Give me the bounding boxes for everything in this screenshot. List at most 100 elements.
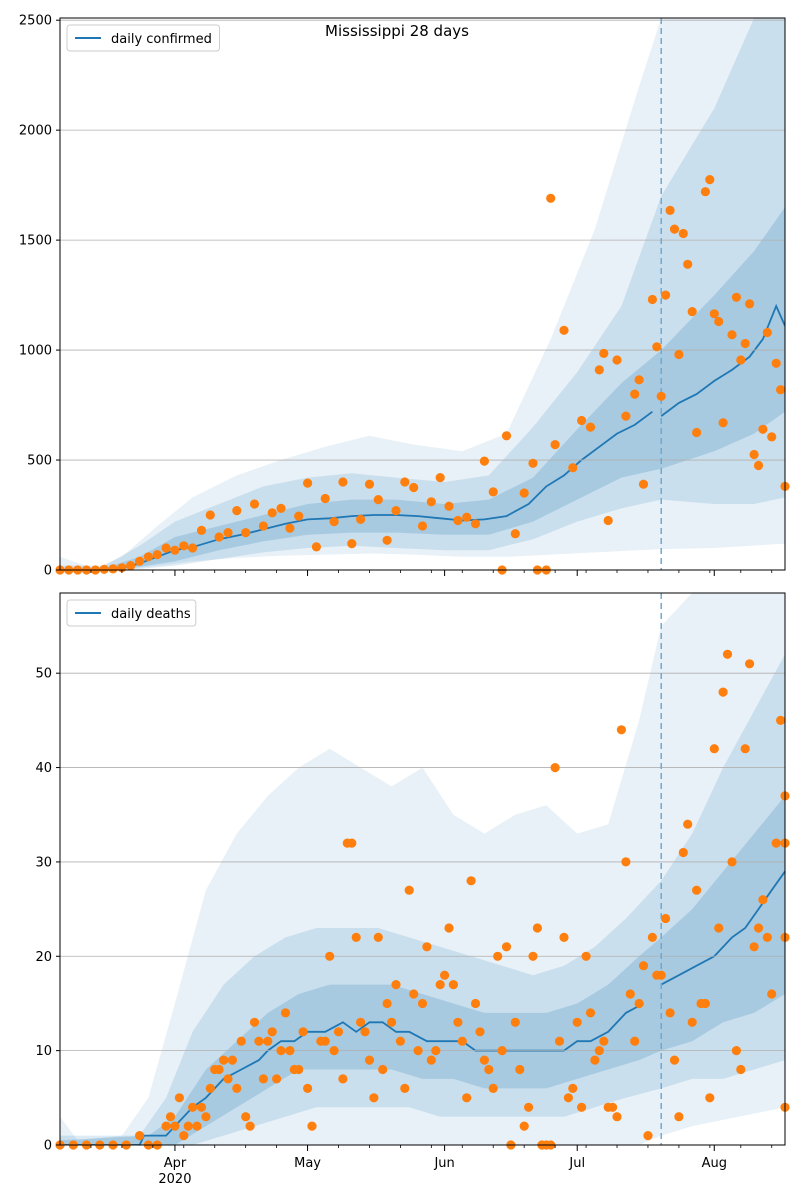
observed-confirmed-point <box>546 193 556 203</box>
observed-deaths-point <box>422 942 432 952</box>
observed-deaths-point <box>188 1102 198 1112</box>
observed-confirmed-point <box>603 515 613 526</box>
observed-deaths-point <box>409 989 419 999</box>
outer-band-deaths <box>60 593 785 1145</box>
observed-deaths-point <box>227 1055 237 1065</box>
x-tick-label-jun: Jun <box>433 1156 454 1171</box>
observed-deaths-point <box>745 659 755 669</box>
observed-confirmed-point <box>740 338 750 349</box>
x-tick-label-aug: Aug <box>702 1156 727 1171</box>
chart-title: Mississippi 28 days <box>325 22 469 40</box>
observed-confirmed-point <box>762 327 772 338</box>
observed-confirmed-point <box>647 294 658 305</box>
observed-deaths-point <box>501 942 512 952</box>
observed-deaths-point <box>196 1102 207 1112</box>
observed-deaths-point <box>731 1046 742 1056</box>
observed-deaths-point <box>417 998 428 1009</box>
observed-deaths-point <box>174 1093 184 1103</box>
observed-confirmed-point <box>683 259 693 269</box>
observed-deaths-point <box>165 1112 176 1122</box>
observed-confirmed-point <box>745 299 755 309</box>
observed-deaths-point <box>356 1017 366 1027</box>
observed-confirmed-point <box>621 411 631 421</box>
observed-deaths-point <box>391 980 401 990</box>
observed-deaths-point <box>767 989 777 999</box>
observed-deaths-point <box>776 715 786 726</box>
observed-confirmed-point <box>599 348 609 358</box>
observed-deaths-point <box>625 989 635 999</box>
y-tick-label-20: 20 <box>35 950 52 965</box>
observed-deaths-point <box>400 1083 410 1093</box>
observed-confirmed-point <box>338 477 348 487</box>
observed-deaths-point <box>435 980 445 990</box>
observed-confirmed-point <box>559 325 569 335</box>
observed-confirmed-point <box>674 349 684 360</box>
legend-label: daily confirmed <box>111 32 212 47</box>
observed-confirmed-point <box>731 292 742 302</box>
observed-deaths-point <box>705 1093 715 1103</box>
observed-confirmed-point <box>143 552 153 562</box>
observed-confirmed-point <box>170 545 180 555</box>
observed-confirmed-point <box>382 535 392 545</box>
y-tick-label-0: 0 <box>44 564 52 579</box>
observed-deaths-point <box>714 923 724 933</box>
observed-deaths-point <box>161 1121 171 1131</box>
observed-deaths-point <box>135 1131 145 1141</box>
observed-confirmed-point <box>241 528 251 538</box>
observed-deaths-point <box>722 649 733 659</box>
observed-confirmed-point <box>391 506 401 516</box>
observed-deaths-point <box>373 932 383 943</box>
observed-confirmed-point <box>329 517 339 527</box>
observed-confirmed-point <box>470 519 481 529</box>
observed-deaths-point <box>236 1036 246 1046</box>
observed-deaths-point <box>245 1121 255 1131</box>
observed-confirmed-point <box>205 510 215 520</box>
y-tick-label-2000: 2000 <box>19 124 52 139</box>
observed-confirmed-point <box>528 458 538 468</box>
observed-deaths-point <box>360 1027 370 1037</box>
observed-deaths-point <box>753 923 764 933</box>
observed-deaths-point <box>550 763 560 773</box>
observed-confirmed-point <box>652 342 662 352</box>
observed-deaths-point <box>581 951 591 961</box>
inner-band-deaths <box>60 795 785 1145</box>
observed-confirmed-point <box>188 543 198 553</box>
observed-deaths-point <box>577 1102 587 1112</box>
observed-deaths-point <box>497 1046 507 1056</box>
observed-confirmed-point <box>519 488 529 498</box>
observed-deaths-point <box>444 923 454 933</box>
observed-deaths-point <box>280 1008 291 1018</box>
x-tick-label-apr: Apr <box>164 1156 187 1171</box>
observed-deaths-point <box>585 1008 596 1018</box>
observed-confirmed-point <box>488 487 498 497</box>
observed-confirmed-point <box>568 463 578 473</box>
observed-deaths-point <box>771 838 781 848</box>
observed-confirmed-point <box>400 477 410 487</box>
observed-deaths-point <box>692 885 702 895</box>
observed-confirmed-point <box>135 556 145 566</box>
observed-confirmed-point <box>753 460 764 471</box>
observed-confirmed-point <box>727 330 737 340</box>
observed-confirmed-point <box>718 418 728 428</box>
observed-deaths-point <box>484 1064 494 1075</box>
observed-confirmed-point <box>99 564 109 574</box>
observed-deaths-point <box>294 1064 304 1075</box>
observed-confirmed-point <box>303 478 313 488</box>
y-tick-label-30: 30 <box>35 855 52 870</box>
observed-confirmed-point <box>453 515 463 526</box>
middle-band-confirmed <box>60 18 785 570</box>
observed-deaths-point <box>656 970 666 980</box>
observed-deaths-point <box>298 1027 308 1037</box>
observed-confirmed-point <box>709 309 719 319</box>
axes-frame <box>59 592 786 1146</box>
observed-deaths-point <box>382 998 392 1009</box>
observed-deaths-point <box>608 1102 618 1112</box>
observed-deaths-point <box>634 998 644 1009</box>
observed-deaths-point <box>687 1017 697 1027</box>
middle-band-deaths <box>60 654 785 1145</box>
observed-deaths-point <box>466 876 476 886</box>
observed-confirmed-point <box>705 175 715 185</box>
y-tick-label-10: 10 <box>35 1044 52 1059</box>
y-tick-label-40: 40 <box>35 761 52 776</box>
